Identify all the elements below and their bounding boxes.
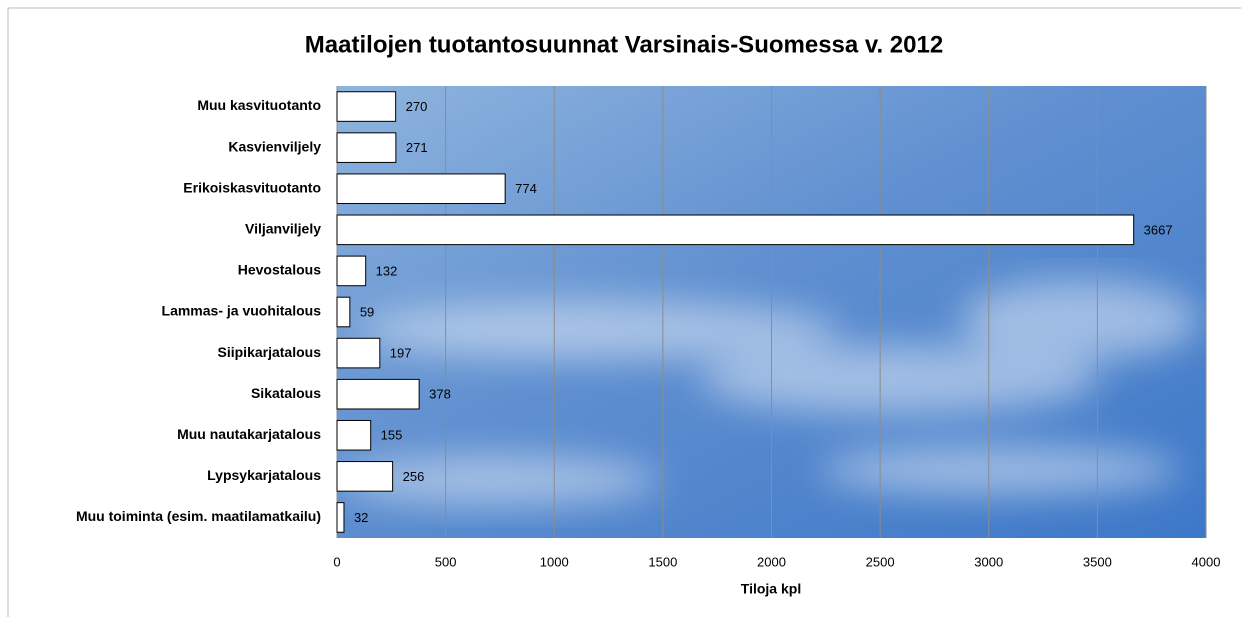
bar (336, 461, 394, 492)
y-tick-label: Hevostalous (238, 262, 321, 278)
bar (336, 419, 372, 451)
y-tick-label: Erikoiskasvituotanto (183, 179, 321, 195)
data-label: 256 (403, 469, 425, 484)
y-tick-label: Sikatalous (251, 385, 321, 401)
data-label: 270 (406, 99, 428, 114)
bar (336, 296, 351, 328)
x-tick-label: 1000 (540, 554, 569, 569)
x-axis-title: Tiloja kpl (741, 581, 801, 597)
data-label: 3667 (1144, 222, 1173, 237)
bar (336, 132, 397, 163)
data-label: 197 (390, 346, 412, 361)
data-label: 132 (376, 263, 398, 278)
bar (336, 91, 397, 122)
bar (336, 173, 506, 205)
x-tick-label: 2000 (757, 554, 786, 569)
y-tick-label: Muu toiminta (esim. maatilamatkailu) (76, 508, 321, 524)
x-tick-label: 4000 (1192, 554, 1221, 569)
y-tick-label: Viljanviljely (245, 221, 321, 237)
data-label: 271 (406, 140, 428, 155)
data-label: 774 (515, 181, 537, 196)
data-label: 378 (429, 387, 451, 402)
x-tick-label: 0 (333, 554, 340, 569)
bar (336, 502, 345, 533)
y-tick-label: Lammas- ja vuohitalous (162, 303, 322, 319)
y-tick-label: Kasvienviljely (228, 138, 321, 154)
bar (336, 337, 381, 369)
y-tick-label: Muu nautakarjatalous (177, 426, 321, 442)
bar (336, 255, 367, 287)
x-tick-label: 1500 (648, 554, 677, 569)
bar (336, 378, 420, 410)
y-tick-label: Muu kasvituotanto (197, 97, 321, 113)
chart-title: Maatilojen tuotantosuunnat Varsinais-Suo… (305, 31, 943, 58)
x-tick-label: 2500 (866, 554, 895, 569)
x-tick-label: 3000 (974, 554, 1003, 569)
data-label: 155 (381, 428, 403, 443)
y-tick-label: Siipikarjatalous (218, 344, 322, 360)
x-tick-label: 3500 (1083, 554, 1112, 569)
y-tick-label: Lypsykarjatalous (207, 467, 321, 483)
x-tick-label: 500 (435, 554, 457, 569)
bar (336, 214, 1135, 246)
data-label: 59 (360, 304, 374, 319)
data-label: 32 (354, 510, 368, 525)
